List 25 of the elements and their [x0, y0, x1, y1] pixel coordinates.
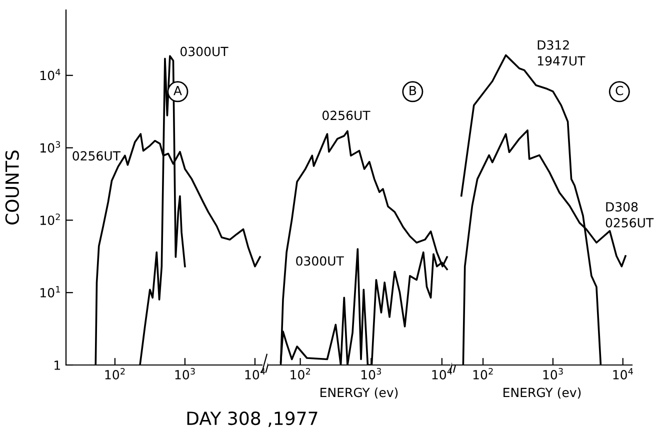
- series-label: 0300UT: [180, 46, 228, 56]
- x-tick-label: 10$^{2}$: [473, 368, 493, 380]
- x-tick-label: 10$^{3}$: [175, 368, 195, 380]
- series-label: D312 1947UT: [538, 40, 586, 66]
- x-axis-title: DAY 308 ,1977: [187, 411, 318, 427]
- annotation: C: [616, 86, 624, 96]
- x-axis-title: ENERGY (ev): [320, 388, 398, 399]
- annotation: B: [410, 86, 416, 96]
- series-label: 0256UT: [322, 110, 370, 120]
- series-label: D308 0256UT: [606, 202, 654, 228]
- y-tick-label: 1: [54, 360, 60, 370]
- x-tick-label: 10$^{3}$: [361, 368, 381, 380]
- x-tick-label: 10$^{4}$: [613, 368, 633, 380]
- x-tick-label: 10$^{2}$: [290, 368, 310, 380]
- y-tick-label: 10$^{4}$: [40, 68, 60, 80]
- annotation: A: [174, 86, 182, 96]
- y-tick-label: 10$^{1}$: [40, 286, 60, 298]
- x-axis-title: ENERGY (ev): [504, 388, 581, 399]
- series-label: 0300UT: [296, 256, 344, 266]
- x-tick-label: 10$^{3}$: [543, 368, 563, 380]
- y-axis-title: COUNTS: [5, 150, 19, 225]
- series-label: 0256UT: [72, 151, 121, 161]
- y-tick-label: 10$^{2}$: [40, 214, 60, 226]
- y-tick-label: 10$^{3}$: [40, 141, 60, 153]
- x-tick-label: 10$^{2}$: [105, 368, 125, 380]
